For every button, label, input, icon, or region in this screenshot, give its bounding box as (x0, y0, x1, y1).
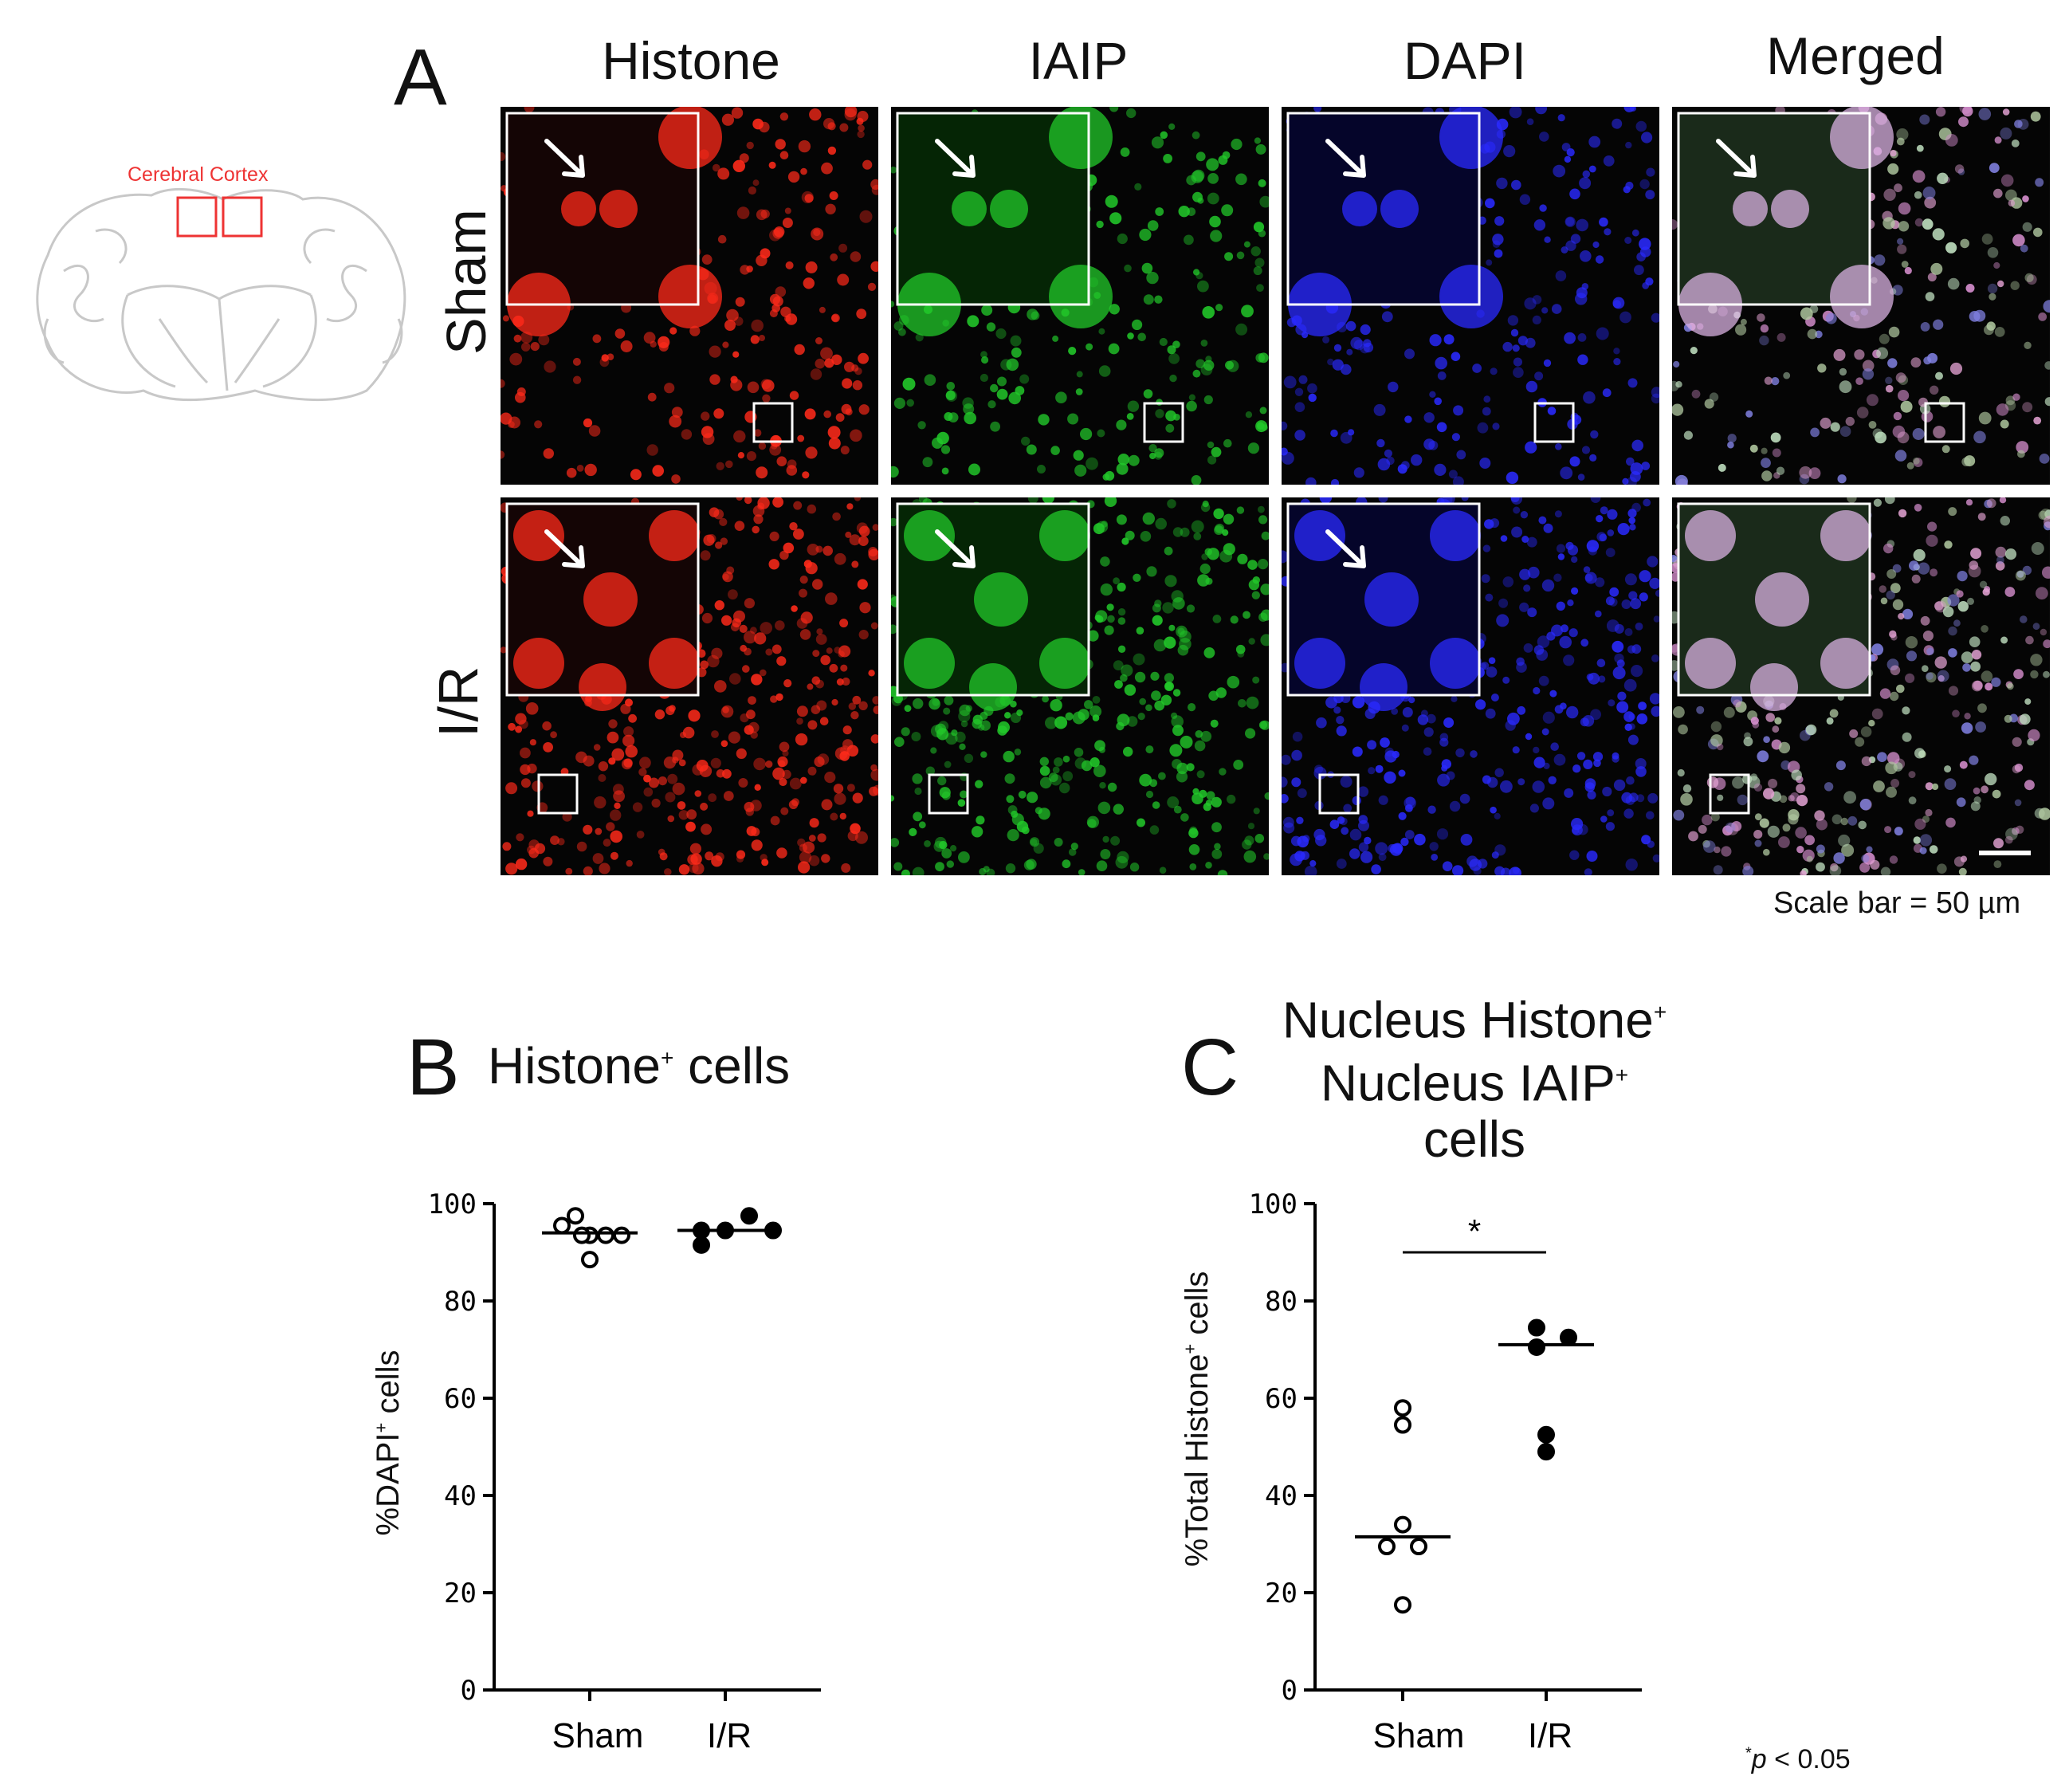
column-title-iaip: IAIP (1028, 31, 1129, 90)
y-tick-label: 20 (444, 1578, 477, 1609)
data-point (1394, 1596, 1411, 1614)
data-point (1410, 1538, 1427, 1556)
column-title-histone: Histone (602, 31, 780, 90)
footnote-star: * (1745, 1744, 1752, 1763)
brain-diagram (16, 159, 430, 422)
panel-b-title-suffix: cells (673, 1037, 791, 1094)
arrow-icon (935, 529, 976, 568)
panel-c-ylabel: %Total Histone+ cells (1180, 1212, 1227, 1626)
image-iaip-sham (891, 107, 1269, 485)
data-point (1528, 1338, 1545, 1356)
x-tick-label: I/R (707, 1716, 752, 1754)
panel-b-ylabel-suffix: cells (371, 1350, 406, 1423)
image-histone-sham (501, 107, 878, 485)
significance-star: * (1468, 1212, 1481, 1250)
data-point (573, 1226, 591, 1244)
data-point (581, 1251, 599, 1269)
panel-c-letter: C (1181, 1023, 1239, 1112)
data-point (567, 1207, 584, 1225)
panel-b-ylabel-sup: + (371, 1422, 391, 1433)
arrow-icon (544, 139, 585, 178)
panel-c-ylabel-suffix: cells (1180, 1271, 1215, 1344)
data-point (1537, 1425, 1555, 1444)
panel-c-title: Nucleus Histone+ Nucleus IAIP+ cells (1267, 984, 1682, 1168)
panel-a-letter: A (394, 33, 447, 122)
data-point (613, 1226, 630, 1244)
y-tick-label: 0 (461, 1675, 477, 1707)
image-iaip-ir (891, 497, 1269, 875)
y-tick-label: 80 (1265, 1286, 1298, 1318)
data-point (597, 1226, 614, 1244)
panel-c-title-sup1: + (1653, 1000, 1667, 1024)
data-point (740, 1207, 758, 1225)
image-histone-ir (501, 497, 878, 875)
footnote-rest: < 0.05 (1766, 1744, 1851, 1774)
y-tick-label: 20 (1265, 1578, 1298, 1609)
panel-b-letter: B (406, 1023, 460, 1112)
y-tick-label: 100 (1249, 1189, 1298, 1220)
chart-c: 0 20 40 60 80 100 Sham I/R * (1249, 1189, 1642, 1754)
scale-bar-label: Scale bar = 50 µm (1773, 886, 2021, 920)
panel-b-title-text: Histone (488, 1037, 661, 1094)
data-point (1394, 1416, 1411, 1434)
data-point (693, 1236, 710, 1254)
arrow-icon (1325, 529, 1366, 568)
data-point (1378, 1538, 1396, 1556)
y-tick-label: 40 (1265, 1480, 1298, 1512)
diagram-label: Cerebral Cortex (128, 163, 269, 186)
x-tick-label: Sham (1373, 1716, 1465, 1754)
data-point (1394, 1515, 1411, 1534)
y-tick-label: 100 (428, 1189, 477, 1220)
panel-b-title-sup: + (661, 1045, 674, 1071)
panel-c-ylabel-sup: + (1180, 1343, 1200, 1354)
panel-c-title-line1: Nucleus Histone (1282, 991, 1654, 1049)
row-label-ir: I/R (427, 666, 489, 737)
arrow-icon (544, 529, 585, 568)
data-point (1528, 1318, 1545, 1337)
panel-b-ylabel: %DAPI+ cells (371, 1252, 418, 1634)
panel-b-ylabel-text: %DAPI (371, 1432, 406, 1536)
panel-c-title-line3: cells (1423, 1110, 1526, 1168)
x-tick-label: I/R (1528, 1716, 1572, 1754)
chart-b: 0 20 40 60 80 100 Sham I/R (428, 1189, 821, 1754)
panel-c-title-line2: Nucleus IAIP (1320, 1054, 1616, 1112)
arrow-icon (1716, 139, 1757, 178)
arrow-icon (1325, 139, 1366, 178)
image-dapi-sham (1282, 107, 1659, 485)
image-dapi-ir (1282, 497, 1659, 875)
column-title-merged: Merged (1766, 26, 1945, 85)
y-tick-label: 40 (444, 1480, 477, 1512)
p-value-footnote: *p < 0.05 (1745, 1744, 1851, 1775)
data-point (1394, 1399, 1411, 1417)
panel-c-ylabel-text: %Total Histone (1180, 1354, 1215, 1567)
image-merged-ir (1672, 497, 2050, 875)
column-title-dapi: DAPI (1403, 31, 1527, 90)
image-merged-sham (1672, 107, 2050, 485)
data-point (1537, 1443, 1555, 1461)
arrow-icon (935, 139, 976, 178)
panel-b-title: Histone+ cells (488, 1036, 790, 1095)
y-tick-label: 80 (444, 1286, 477, 1318)
y-tick-label: 0 (1282, 1675, 1298, 1707)
y-tick-label: 60 (1265, 1383, 1298, 1415)
y-tick-label: 60 (444, 1383, 477, 1415)
panel-c-title-sup2: + (1615, 1063, 1629, 1088)
row-label-sham: Sham (435, 209, 497, 355)
x-tick-label: Sham (552, 1716, 644, 1754)
footnote-p: p (1751, 1744, 1767, 1774)
data-point (1560, 1328, 1577, 1346)
data-point (553, 1216, 571, 1235)
